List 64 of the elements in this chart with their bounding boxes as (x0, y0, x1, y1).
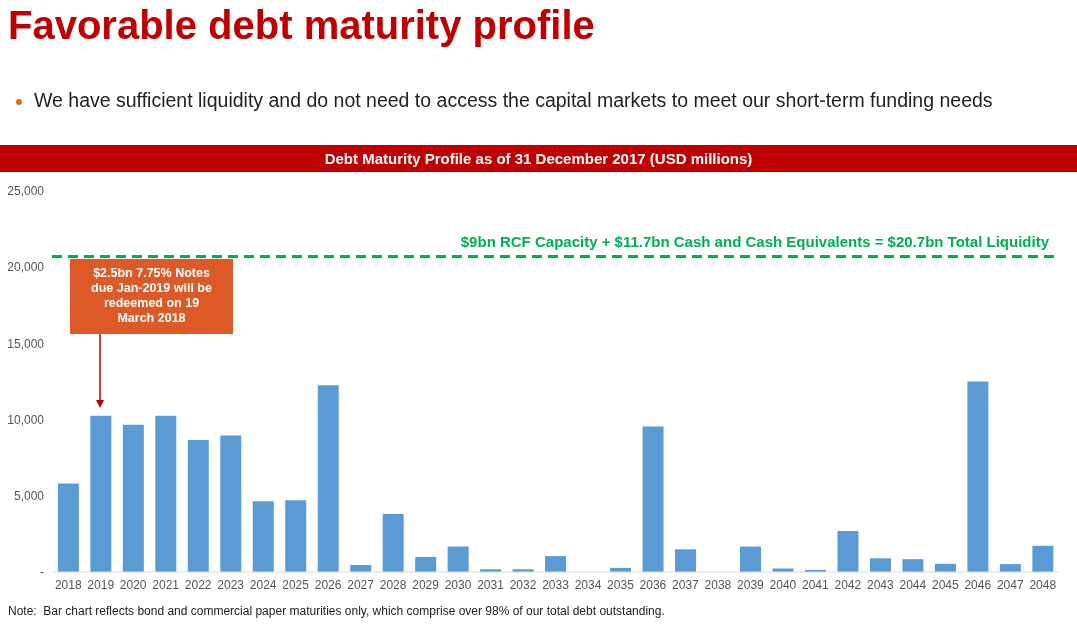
x-tick-label: 2035 (607, 577, 635, 592)
x-tick-label: 2048 (1029, 577, 1057, 592)
bar (740, 546, 762, 572)
text: Note: Bar chart reflects bond and commercial paper maturities only, which comprise over 98% of our total debt outstanding. (8, 604, 666, 618)
bar (837, 531, 859, 572)
bar (187, 440, 209, 572)
bar (220, 435, 242, 572)
x-tick-label: 2025 (282, 577, 310, 592)
x-tick-label: 2024 (249, 577, 277, 592)
x-tick-label: 2036 (639, 577, 667, 592)
bar (447, 546, 469, 572)
bar (155, 415, 177, 572)
y-tick-label: - (40, 565, 44, 580)
x-tick-label: 2041 (802, 577, 830, 592)
bar (317, 385, 339, 572)
y-tick-label: 25,000 (7, 184, 45, 199)
x-tick-label: 2039 (737, 577, 765, 592)
bar (285, 500, 307, 572)
x-tick-label: 2030 (444, 577, 472, 592)
x-tick-label: 2028 (379, 577, 407, 592)
x-tick-label: 2018 (54, 577, 82, 592)
x-tick-label: 2026 (314, 577, 342, 592)
x-tick-label: 2037 (672, 577, 700, 592)
x-tick-label: 2021 (152, 577, 180, 592)
x-tick-label: 2033 (542, 577, 570, 592)
bar (382, 513, 404, 572)
x-tick-label: 2027 (347, 577, 375, 592)
annotation: $2.5bn 7.75% Notes due Jan-2019 will be redeemed on 19 March 2018 (70, 259, 233, 334)
bar (57, 483, 79, 572)
y-tick-label: 10,000 (7, 412, 45, 427)
x-tick-label: 2044 (899, 577, 927, 592)
x-tick-label: 2040 (769, 577, 797, 592)
bar (415, 556, 437, 572)
x-tick-label: 2022 (184, 577, 212, 592)
bar (122, 424, 144, 572)
x-tick-label: 2032 (509, 577, 537, 592)
chart-title: Favorable debt maturity profile (8, 2, 596, 48)
x-tick-label: 2043 (866, 577, 895, 592)
bar (642, 426, 664, 572)
x-tick-label: 2019 (87, 577, 115, 592)
x-tick-label: 2045 (931, 577, 959, 592)
x-tick-label: 2046 (964, 577, 992, 592)
x-tick-label: 2047 (996, 577, 1024, 592)
x-tick-label: 2031 (477, 577, 505, 592)
bar (90, 415, 112, 572)
x-tick-label: 2020 (119, 577, 147, 592)
bar (967, 381, 989, 572)
bar (902, 559, 924, 572)
y-tick-label: 5,000 (13, 489, 45, 504)
ref-line-label: $9bn RCF Capacity + $11.7bn Cash and Cash Equivalents = $20.7bn Total Liquidity (460, 232, 1050, 250)
x-tick-label: 2034 (574, 577, 602, 592)
bar (545, 556, 567, 572)
y-tick-label: 15,000 (7, 336, 45, 351)
bar (869, 558, 891, 572)
bar (1032, 545, 1054, 572)
x-tick-label: 2042 (834, 577, 862, 592)
x-tick-label: 2038 (704, 577, 732, 592)
x-tick-label: 2029 (412, 577, 440, 592)
x-axis-title: Debt Maturity Profile as of 31 December 2017 (USD millions) (0, 145, 1077, 172)
y-tick-label: 20,000 (7, 260, 45, 275)
bar (252, 501, 274, 572)
bar (675, 549, 697, 572)
chart-subtitle: We have sufficient liquidity and do not need to access the capital markets to meet our short-term funding needs (33, 89, 994, 112)
x-tick-label: 2023 (217, 577, 245, 592)
